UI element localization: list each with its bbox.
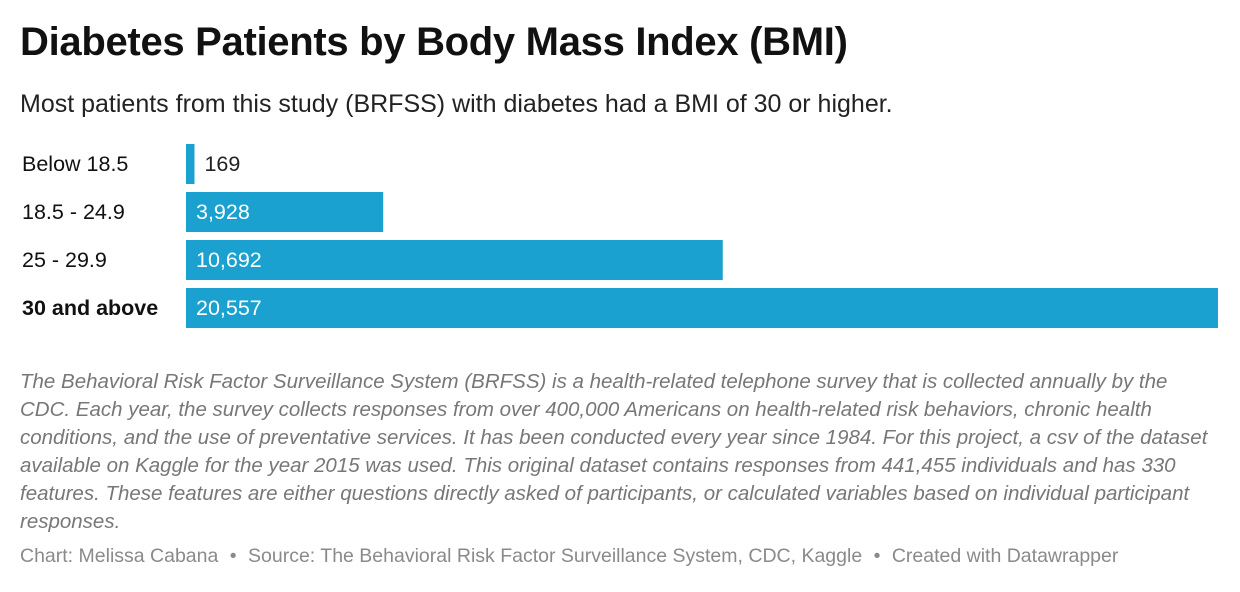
value-label-below-18-5: 169: [204, 152, 240, 176]
chart-title: Diabetes Patients by Body Mass Index (BM…: [20, 20, 848, 64]
value-label-25-29-9: 10,692: [196, 248, 262, 272]
category-label-25-29-9: 25 - 29.9: [22, 248, 107, 272]
category-label-below-18-5: Below 18.5: [22, 152, 128, 176]
chart-notes: The Behavioral Risk Factor Surveillance …: [20, 370, 1208, 533]
chart-footer: Chart: Melissa Cabana • Source: The Beha…: [20, 545, 1118, 568]
category-label-18-5-24-9: 18.5 - 24.9: [22, 200, 125, 224]
source-credit: Source: The Behavioral Risk Factor Surve…: [248, 545, 863, 567]
footer-separator: •: [229, 545, 237, 567]
value-label-18-5-24-9: 3,928: [196, 200, 250, 224]
chart-subtitle: Most patients from this study (BRFSS) wi…: [20, 90, 893, 118]
value-label-30-and-above: 20,557: [196, 296, 262, 320]
footer-separator: •: [873, 545, 881, 567]
bar-25-29-9: [186, 240, 723, 280]
created-with-credit: Created with Datawrapper: [891, 545, 1119, 567]
category-label-30-and-above: 30 and above: [22, 296, 158, 320]
bar-18-5-24-9: [186, 192, 384, 232]
chart-credit: Chart: Melissa Cabana: [20, 545, 219, 567]
bar-chart: Below 18.5 169 18.5 - 24.9 3,928 25 - 29.9 10…: [22, 144, 1218, 328]
bar-below-18-5: [186, 144, 195, 184]
bar-30-and-above: [186, 288, 1218, 328]
